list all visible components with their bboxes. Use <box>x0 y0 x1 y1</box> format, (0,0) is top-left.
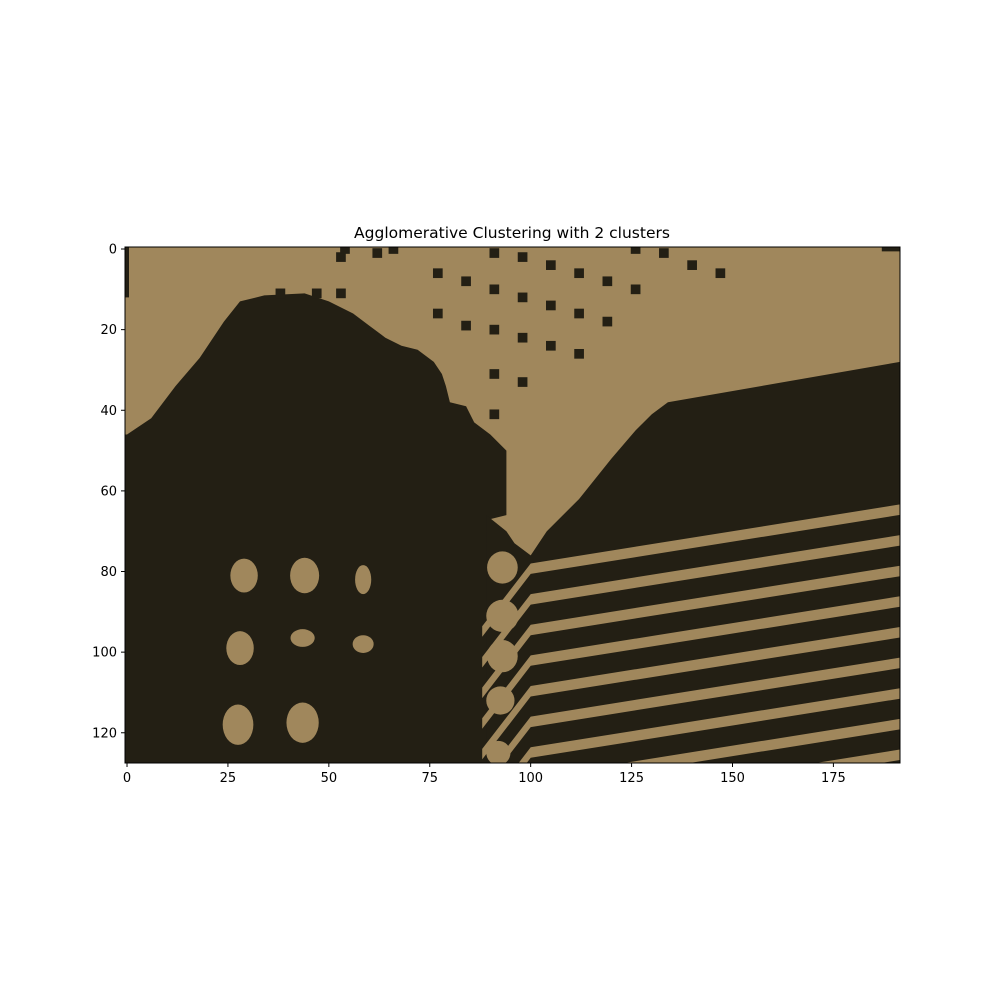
cluster-blob <box>230 558 258 593</box>
cluster-blob <box>290 557 320 594</box>
cluster-dot <box>461 276 471 287</box>
cluster-dot <box>574 308 584 319</box>
cluster-stripe <box>494 657 900 763</box>
cluster-dot <box>630 284 641 295</box>
cluster-blob <box>290 629 315 647</box>
cluster-dot <box>687 260 697 270</box>
cluster-dot <box>489 284 500 295</box>
cluster-dot <box>340 247 350 254</box>
y-tick-label: 40 <box>100 404 117 419</box>
plot-area <box>125 247 900 763</box>
cluster-dot <box>432 268 443 279</box>
cluster-stripe <box>815 749 900 763</box>
cluster-blob <box>286 702 319 743</box>
cluster-stripe <box>482 504 900 637</box>
cluster-dot <box>546 260 556 270</box>
cluster-blob <box>486 599 519 632</box>
chart-title: Agglomerative Clustering with 2 clusters <box>354 224 670 242</box>
cluster-stripe <box>623 718 900 763</box>
cluster-dot <box>630 247 641 254</box>
cluster-dot <box>517 377 528 387</box>
cluster-dot <box>546 340 556 351</box>
cluster-region-lower-middle-wedge <box>486 361 900 763</box>
cluster-dot <box>517 332 528 343</box>
cluster-dot <box>517 252 528 262</box>
cluster-blob <box>352 635 374 653</box>
cluster-dot <box>388 247 399 254</box>
y-axis: 0 20 40 60 80 100 120 <box>92 243 125 741</box>
cluster-stripe <box>482 596 900 729</box>
cluster-dot <box>432 308 443 319</box>
cluster-blob <box>222 704 254 745</box>
cluster-dot <box>275 288 286 299</box>
cluster-dot <box>489 324 500 335</box>
cluster-region-left-edge-strip <box>125 247 129 298</box>
cluster-blob <box>355 565 372 595</box>
cluster-stripe <box>482 565 900 699</box>
x-axis: 0 25 50 75 100 125 150 175 <box>123 763 846 786</box>
cluster-region-left-building <box>125 293 507 763</box>
cluster-dot <box>489 409 500 420</box>
cluster-dot <box>574 348 584 359</box>
x-tick-label: 75 <box>421 771 438 786</box>
cluster-dot <box>461 320 471 331</box>
cluster-dot <box>574 268 584 279</box>
cluster-dot <box>336 252 346 262</box>
cluster-dot <box>517 292 528 303</box>
x-tick-label: 175 <box>821 771 846 786</box>
cluster-blob <box>486 740 511 763</box>
cluster-dot <box>311 288 322 299</box>
cluster-dot <box>659 248 669 258</box>
y-tick-label: 100 <box>92 646 117 661</box>
plot-frame <box>124 246 901 764</box>
x-tick-label: 150 <box>720 771 745 786</box>
cluster-dot <box>546 300 556 311</box>
cluster-dot <box>372 248 383 258</box>
cluster-region-top-corner <box>881 247 900 252</box>
y-tick-label: 0 <box>109 243 117 258</box>
cluster-dot <box>336 288 346 299</box>
x-tick-label: 50 <box>321 771 338 786</box>
cluster-dot <box>602 316 613 327</box>
cluster-blob <box>226 631 254 666</box>
y-tick-label: 120 <box>92 726 117 741</box>
x-tick-label: 0 <box>123 771 131 786</box>
cluster-dot <box>489 248 500 258</box>
cluster-blob <box>486 686 515 715</box>
y-tick-label: 20 <box>100 323 117 338</box>
cluster-dot <box>489 369 500 379</box>
x-tick-label: 25 <box>220 771 237 786</box>
cluster-blob <box>487 640 518 673</box>
x-tick-label: 125 <box>619 771 644 786</box>
cluster-dot <box>602 276 613 287</box>
y-tick-label: 60 <box>100 484 117 499</box>
cluster-stripe <box>518 688 900 763</box>
y-tick-label: 80 <box>100 565 117 580</box>
x-tick-label: 100 <box>518 771 543 786</box>
cluster-blob <box>487 551 518 584</box>
cluster-stripe <box>482 627 900 760</box>
cluster-dot <box>715 268 726 279</box>
cluster-stripe <box>482 535 900 668</box>
